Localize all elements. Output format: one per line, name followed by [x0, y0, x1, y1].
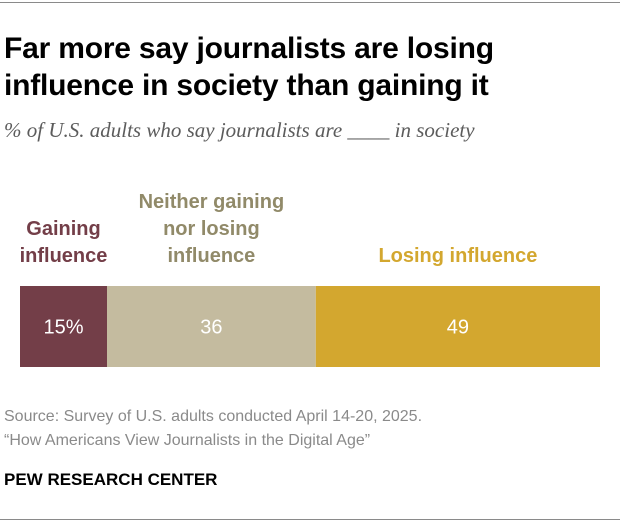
bar-segment-gaining-influence [20, 286, 107, 367]
source-line-1: Source: Survey of U.S. adults conducted … [4, 408, 423, 425]
pew-brand: PEW RESEARCH CENTER [4, 470, 218, 489]
value-label-losing-influence: 49 [447, 317, 469, 339]
stacked-bar-chart: 15% Gaining influence 36 Neither gaining nor … [20, 191, 600, 367]
bar-segment-losing-influence [315, 286, 600, 367]
bar-segment-neither-gaining-nor-losing-influence [107, 286, 316, 367]
category-label-neither-gaining-nor-losing-influence: Neither gaining nor losing influence [139, 191, 285, 267]
source-line-2: “How Americans View Journalists in the D… [4, 432, 371, 449]
top-rule [0, 2, 620, 3]
category-label-losing-influence: Losing influence [378, 245, 537, 267]
bottom-rule [0, 519, 620, 520]
source-note: Source: Survey of U.S. adults conducted … [4, 405, 604, 453]
chart-subtitle: % of U.S. adults who say journalists are… [4, 118, 475, 142]
value-label-gaining-influence: 15% [43, 317, 83, 339]
chart-title: Far more say journalists are losing infl… [4, 32, 494, 102]
value-label-neither-gaining-nor-losing-influence: 36 [200, 317, 222, 339]
category-label-gaining-influence: Gaining influence [20, 218, 108, 267]
